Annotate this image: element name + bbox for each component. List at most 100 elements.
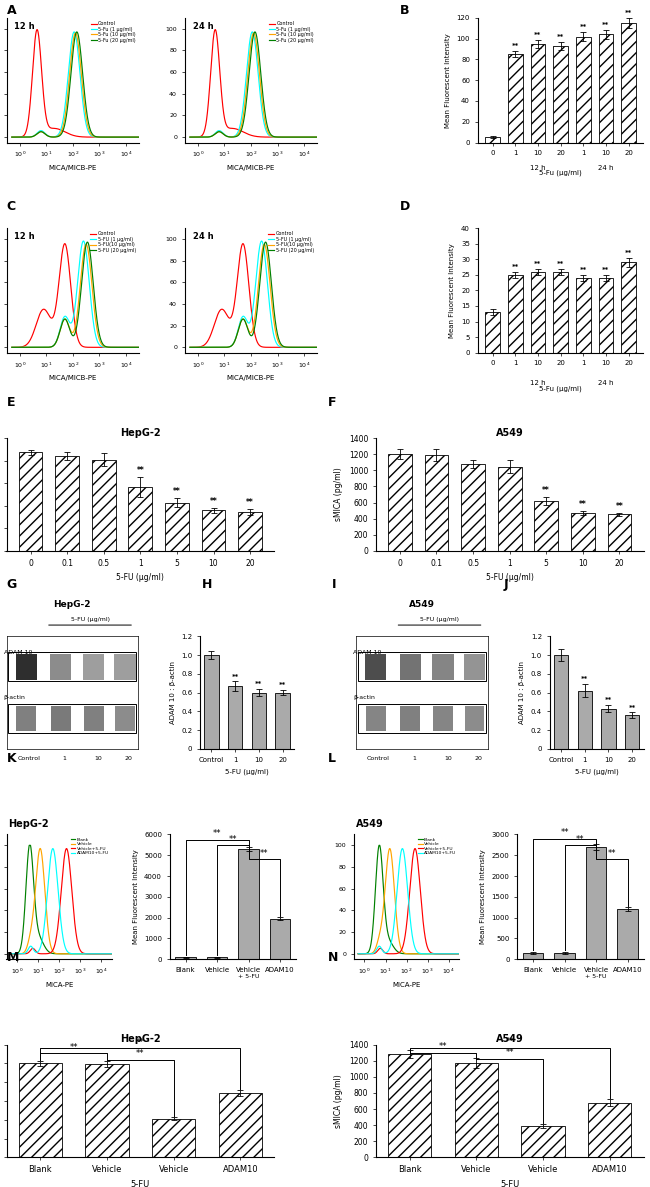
Text: + 5-FU: + 5-FU <box>585 975 607 979</box>
Text: **: ** <box>229 834 237 844</box>
Text: ADAM 10: ADAM 10 <box>354 649 382 655</box>
Text: 5-Fu (μg/ml): 5-Fu (μg/ml) <box>540 386 582 392</box>
Bar <box>530 272 545 353</box>
Text: B: B <box>400 5 410 18</box>
X-axis label: 5-FU: 5-FU <box>131 1180 150 1187</box>
Bar <box>599 34 614 142</box>
Legend: Control, 5-FU (1 μg/ml), 5-FU(10 μg/ml), 5-FU (20 μg/ml): Control, 5-FU (1 μg/ml), 5-FU(10 μg/ml),… <box>89 230 136 254</box>
Bar <box>554 953 575 959</box>
Bar <box>228 686 242 749</box>
Text: 24 h: 24 h <box>192 231 213 241</box>
Text: J: J <box>504 578 508 591</box>
Bar <box>92 459 116 551</box>
Text: G: G <box>6 578 17 591</box>
Bar <box>530 44 545 142</box>
Text: H: H <box>202 578 212 591</box>
Bar <box>455 1064 498 1157</box>
Bar <box>608 514 631 551</box>
Bar <box>571 513 595 551</box>
Bar <box>16 705 36 731</box>
Bar <box>204 655 218 749</box>
Text: K: K <box>6 753 16 766</box>
Y-axis label: sMICA (pg/ml): sMICA (pg/ml) <box>334 468 343 521</box>
Bar <box>432 654 454 680</box>
Bar <box>400 654 421 680</box>
Y-axis label: Mean Fluorescent Intensity: Mean Fluorescent Intensity <box>445 33 451 127</box>
X-axis label: MICA/MICB-PE: MICA/MICB-PE <box>49 165 97 171</box>
Bar <box>599 278 614 353</box>
Bar <box>16 654 37 680</box>
Text: **: ** <box>579 501 587 509</box>
Text: **: ** <box>279 683 286 688</box>
Text: D: D <box>400 201 410 214</box>
Text: **: ** <box>542 485 550 495</box>
Bar <box>485 138 500 142</box>
Text: E: E <box>6 396 15 410</box>
Text: **: ** <box>616 502 623 510</box>
Bar <box>463 654 485 680</box>
Text: **: ** <box>557 261 564 267</box>
Bar <box>55 456 79 551</box>
Bar <box>462 464 485 551</box>
Text: **: ** <box>629 705 636 711</box>
Legend: Control, 5-Fu (1 μg/ml), 5-Fu (10 μg/ml), 5-Fu (20 μg/ml): Control, 5-Fu (1 μg/ml), 5-Fu (10 μg/ml)… <box>268 20 315 44</box>
Bar <box>578 691 592 749</box>
Text: **: ** <box>255 681 263 687</box>
Bar <box>270 919 291 959</box>
Text: β-actin: β-actin <box>354 694 375 700</box>
Bar <box>576 278 591 353</box>
Text: A549: A549 <box>356 819 384 830</box>
Text: β-actin: β-actin <box>4 694 26 700</box>
Bar <box>239 849 259 959</box>
Text: **: ** <box>603 23 610 28</box>
Text: 12 h: 12 h <box>14 231 35 241</box>
Bar <box>388 1054 432 1157</box>
Y-axis label: Mean Fluorescent Intensity: Mean Fluorescent Intensity <box>133 850 138 944</box>
X-axis label: MICA/MICB-PE: MICA/MICB-PE <box>227 375 275 381</box>
Text: **: ** <box>608 849 616 858</box>
Text: N: N <box>328 952 339 965</box>
Text: **: ** <box>512 264 519 269</box>
Text: 10: 10 <box>444 756 452 761</box>
Text: **: ** <box>576 834 584 844</box>
Text: **: ** <box>210 497 217 506</box>
Text: **: ** <box>534 32 541 38</box>
Bar <box>176 957 196 959</box>
Bar <box>85 1064 129 1157</box>
Text: 20: 20 <box>474 756 482 761</box>
Text: **: ** <box>580 24 587 31</box>
Bar <box>358 653 486 681</box>
Text: **: ** <box>136 1049 144 1058</box>
X-axis label: 5-FU (μg/ml): 5-FU (μg/ml) <box>225 768 269 775</box>
Bar <box>358 704 486 732</box>
Bar <box>388 455 412 551</box>
Bar <box>508 55 523 142</box>
Text: A549: A549 <box>496 429 523 438</box>
Text: 12 h: 12 h <box>14 21 35 31</box>
Text: 5-FU (μg/ml): 5-FU (μg/ml) <box>420 617 459 622</box>
Text: **: ** <box>581 677 588 683</box>
Bar <box>366 705 385 731</box>
Y-axis label: sMICA (pg/ml): sMICA (pg/ml) <box>334 1074 343 1128</box>
Bar <box>114 654 136 680</box>
Text: **: ** <box>560 829 569 837</box>
Text: **: ** <box>439 1042 447 1050</box>
X-axis label: 5-FU (μg/ml): 5-FU (μg/ml) <box>486 573 534 582</box>
Bar <box>465 705 484 731</box>
Text: **: ** <box>625 9 632 15</box>
Text: A549: A549 <box>496 1034 523 1045</box>
Bar <box>19 452 42 551</box>
Text: HepG-2: HepG-2 <box>120 429 161 438</box>
Y-axis label: ADAM 10 : β-actin: ADAM 10 : β-actin <box>170 661 176 724</box>
Bar <box>19 1064 62 1157</box>
Bar <box>618 909 638 959</box>
Text: 10: 10 <box>95 756 103 761</box>
Text: 20: 20 <box>125 756 133 761</box>
Text: 12 h: 12 h <box>530 165 546 171</box>
Bar <box>434 705 453 731</box>
Text: L: L <box>328 753 336 766</box>
Text: **: ** <box>580 267 587 273</box>
Y-axis label: ADAM 10 : β-actin: ADAM 10 : β-actin <box>519 661 525 724</box>
Legend: Control, 5-Fu (1 μg/ml), 5-Fu (10 μg/ml), 5-Fu (20 μg/ml): Control, 5-Fu (1 μg/ml), 5-Fu (10 μg/ml)… <box>90 20 136 44</box>
Bar <box>625 716 639 749</box>
